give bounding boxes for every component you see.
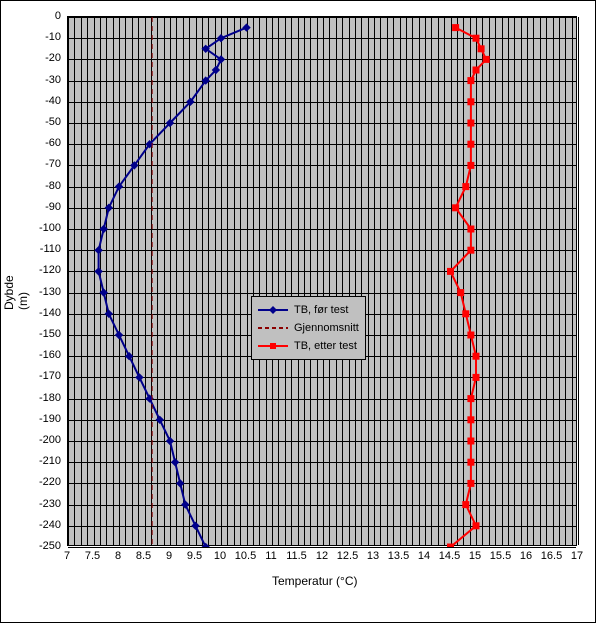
legend-swatch	[258, 322, 288, 334]
x-tick-label: 10	[214, 550, 226, 562]
x-tick-label: 13.5	[388, 550, 409, 562]
x-tick-label: 9.5	[187, 550, 202, 562]
y-tick-label: 0	[55, 10, 61, 22]
y-tick-label: -170	[39, 370, 61, 382]
x-tick-label: 13	[367, 550, 379, 562]
y-tick-label: -230	[39, 498, 61, 510]
y-tick-label: -160	[39, 349, 61, 361]
legend-label: Gjennomsnitt	[294, 322, 359, 334]
y-tick-label: -80	[45, 180, 61, 192]
series-layer	[68, 17, 578, 547]
x-tick-label: 11	[265, 550, 276, 562]
legend: TB, før test Gjennomsnitt TB, etter test	[251, 296, 366, 360]
y-tick-label: -100	[39, 222, 61, 234]
legend-label: TB, før test	[294, 304, 348, 316]
y-tick-label: -210	[39, 455, 61, 467]
y-tick-label: -50	[45, 116, 61, 128]
x-tick-label: 8	[115, 550, 121, 562]
x-tick-label: 16	[520, 550, 532, 562]
y-tick-label: -130	[39, 286, 61, 298]
legend-item: Gjennomsnitt	[258, 319, 359, 337]
x-tick-label: 14	[418, 550, 430, 562]
x-axis-title: Temperatur (°C)	[272, 574, 357, 588]
y-tick-label: -200	[39, 434, 61, 446]
y-tick-label: -140	[39, 307, 61, 319]
y-tick-label: -30	[45, 74, 61, 86]
x-tick-label: 10.5	[235, 550, 256, 562]
x-tick-label: 16.5	[541, 550, 562, 562]
y-tick-label: -250	[39, 540, 61, 552]
y-tick-label: -150	[39, 328, 61, 340]
y-tick-label: -220	[39, 476, 61, 488]
y-tick-label: -70	[45, 158, 61, 170]
y-tick-label: -110	[40, 243, 61, 255]
legend-item: TB, etter test	[258, 337, 359, 355]
x-tick-label: 12	[316, 550, 328, 562]
plot-area	[67, 16, 577, 546]
y-tick-label: -40	[45, 95, 61, 107]
y-tick-label: -120	[39, 264, 61, 276]
chart-container: Temperatur (°C) Dybde (m) TB, før test Gj…	[0, 0, 596, 623]
legend-swatch	[258, 340, 288, 352]
y-axis-title: Dybde (m)	[2, 280, 30, 310]
x-tick-label: 14.5	[439, 550, 460, 562]
y-tick-label: -90	[45, 201, 61, 213]
y-tick-label: -240	[39, 519, 61, 531]
x-tick-label: 15	[469, 550, 481, 562]
x-tick-label: 7.5	[85, 550, 100, 562]
y-tick-label: -180	[39, 392, 61, 404]
legend-swatch	[258, 304, 288, 316]
x-tick-label: 11.5	[286, 550, 307, 562]
x-tick-label: 17	[571, 550, 583, 562]
y-tick-label: -20	[45, 52, 61, 64]
y-tick-label: -60	[45, 137, 61, 149]
x-tick-label: 9	[166, 550, 172, 562]
x-tick-label: 8.5	[136, 550, 151, 562]
y-tick-label: -10	[45, 31, 61, 43]
y-tick-label: -190	[39, 413, 61, 425]
legend-item: TB, før test	[258, 301, 359, 319]
x-tick-label: 15.5	[490, 550, 511, 562]
legend-label: TB, etter test	[294, 340, 357, 352]
x-tick-label: 12.5	[337, 550, 358, 562]
x-tick-label: 7	[64, 550, 70, 562]
